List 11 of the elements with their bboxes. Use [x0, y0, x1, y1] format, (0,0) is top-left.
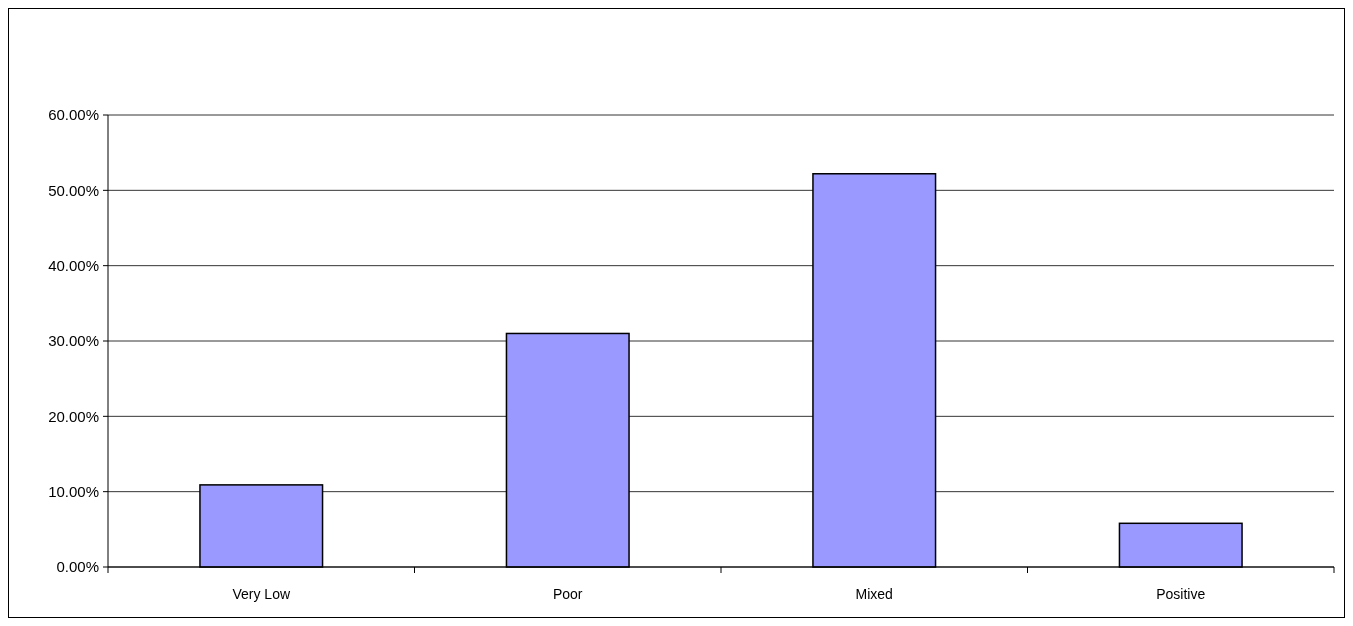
y-tick-label: 20.00%: [48, 407, 99, 425]
y-tick-label: 0.00%: [56, 558, 99, 576]
y-tick-label: 50.00%: [48, 181, 99, 199]
x-tick-label: Very Low: [232, 586, 291, 602]
x-tick-label: Mixed: [855, 586, 893, 602]
x-tick-label: Poor: [552, 586, 583, 602]
y-tick-label: 30.00%: [48, 332, 99, 350]
x-tick-label: Positive: [1156, 586, 1206, 602]
y-tick-label: 10.00%: [48, 482, 99, 500]
y-tick-label: 60.00%: [48, 106, 99, 124]
y-tick-label: 40.00%: [48, 256, 99, 274]
